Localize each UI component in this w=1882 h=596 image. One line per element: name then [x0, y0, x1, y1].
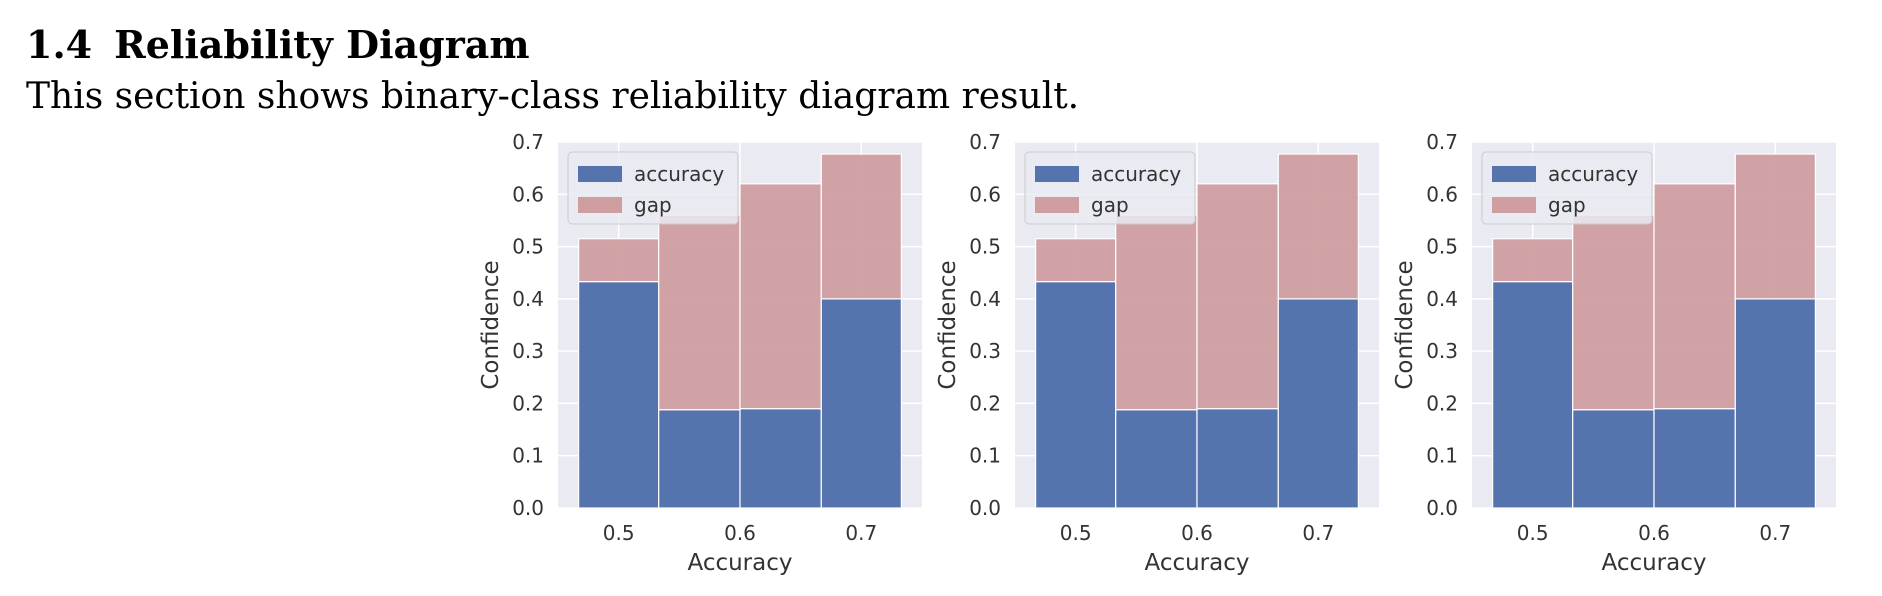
legend-swatch-gap — [578, 197, 622, 213]
y-tick-label: 0.5 — [1426, 235, 1458, 259]
gap-bar — [1734, 153, 1816, 300]
y-tick-label: 0.3 — [969, 339, 1001, 363]
y-axis-label: Confidence — [935, 260, 961, 389]
y-tick-label: 0.3 — [512, 339, 544, 363]
y-tick-label: 0.2 — [1426, 391, 1458, 415]
reliability-chart-row: 0.0 0.1 0.2 0.3 0.4 0.5 0.6 0.7 0.5 0.6 0.7 Accurac… — [0, 120, 1882, 596]
x-tick-label: 0.5 — [603, 521, 635, 545]
x-tick-label: 0.6 — [1638, 521, 1670, 545]
y-tick-label: 0.4 — [1426, 287, 1458, 311]
accuracy-bar — [1115, 409, 1198, 509]
y-axis-label: Confidence — [478, 260, 504, 389]
section-heading: 1.4 Reliability Diagram — [26, 22, 530, 67]
legend-label-accuracy: accuracy — [1548, 162, 1638, 186]
y-tick-label: 0.6 — [969, 182, 1001, 206]
x-tick-label: 0.5 — [1060, 521, 1092, 545]
accuracy-bar — [1653, 408, 1736, 509]
y-tick-label: 0.0 — [1426, 496, 1458, 520]
y-tick-label: 0.1 — [512, 444, 544, 468]
y-tick-label: 0.1 — [1426, 444, 1458, 468]
legend-swatch-gap — [1492, 197, 1536, 213]
y-tick-label: 0.2 — [512, 391, 544, 415]
y-axis-label: Confidence — [1392, 260, 1418, 389]
x-tick-label: 0.6 — [724, 521, 756, 545]
accuracy-bar — [739, 408, 822, 509]
legend-label-gap: gap — [1548, 193, 1586, 217]
x-tick-label: 0.7 — [845, 521, 877, 545]
x-tick-label: 0.5 — [1517, 521, 1549, 545]
gap-bar — [1196, 183, 1279, 410]
y-tick-label: 0.5 — [969, 235, 1001, 259]
bars — [1492, 153, 1816, 509]
y-tick-label: 0.3 — [1426, 339, 1458, 363]
gap-bar — [820, 153, 902, 300]
x-axis-label: Accuracy — [687, 550, 792, 576]
legend-label-accuracy: accuracy — [634, 162, 724, 186]
section-text: This section shows binary-class reliabil… — [26, 76, 1080, 117]
gap-bar — [658, 214, 741, 411]
legend-swatch-gap — [1035, 197, 1079, 213]
accuracy-bar — [1734, 298, 1816, 509]
y-tick-label: 0.1 — [969, 444, 1001, 468]
accuracy-bar — [658, 409, 741, 509]
x-axis-label: Accuracy — [1144, 550, 1249, 576]
legend-swatch-accuracy — [1492, 166, 1536, 182]
y-tick-label: 0.7 — [512, 130, 544, 154]
legend-label-gap: gap — [1091, 193, 1129, 217]
gap-bar — [578, 238, 660, 283]
y-tick-label: 0.0 — [969, 496, 1001, 520]
gap-bar — [1115, 214, 1198, 411]
accuracy-bar — [578, 281, 660, 509]
accuracy-bar — [1277, 298, 1359, 509]
y-tick-label: 0.7 — [1426, 130, 1458, 154]
y-tick-label: 0.6 — [512, 182, 544, 206]
legend-swatch-accuracy — [1035, 166, 1079, 182]
y-tick-label: 0.4 — [969, 287, 1001, 311]
bars — [578, 153, 902, 509]
x-tick-label: 0.7 — [1302, 521, 1334, 545]
legend: accuracy gap — [1024, 151, 1196, 225]
legend-label-gap: gap — [634, 193, 672, 217]
gap-bar — [1492, 238, 1574, 283]
legend: accuracy gap — [567, 151, 739, 225]
y-tick-label: 0.5 — [512, 235, 544, 259]
accuracy-bar — [1572, 409, 1655, 509]
x-tick-label: 0.6 — [1181, 521, 1213, 545]
x-axis-label: Accuracy — [1601, 550, 1706, 576]
bars — [1035, 153, 1359, 509]
gap-bar — [1035, 238, 1117, 283]
reliability-chart-1: 0.0 0.1 0.2 0.3 0.4 0.5 0.6 0.7 0.5 0.6 0.7 Accurac… — [478, 130, 922, 576]
accuracy-bar — [1492, 281, 1574, 509]
y-tick-label: 0.4 — [512, 287, 544, 311]
section-number: 1.4 — [26, 22, 93, 67]
section-title: Reliability Diagram — [114, 22, 530, 67]
gap-bar — [1277, 153, 1359, 300]
x-tick-label: 0.7 — [1759, 521, 1791, 545]
y-tick-label: 0.2 — [969, 391, 1001, 415]
gap-bar — [1653, 183, 1736, 410]
legend-swatch-accuracy — [578, 166, 622, 182]
y-tick-label: 0.6 — [1426, 182, 1458, 206]
legend: accuracy gap — [1481, 151, 1653, 225]
gap-bar — [1572, 214, 1655, 411]
accuracy-bar — [1035, 281, 1117, 509]
accuracy-bar — [1196, 408, 1279, 509]
reliability-chart-3: 0.0 0.1 0.2 0.3 0.4 0.5 0.6 0.7 0.5 0.6 0.7 Accurac… — [1392, 130, 1836, 576]
y-tick-label: 0.0 — [512, 496, 544, 520]
legend-label-accuracy: accuracy — [1091, 162, 1181, 186]
reliability-chart-2: 0.0 0.1 0.2 0.3 0.4 0.5 0.6 0.7 0.5 0.6 0.7 Accurac… — [935, 130, 1379, 576]
accuracy-bar — [820, 298, 902, 509]
gap-bar — [739, 183, 822, 410]
y-tick-label: 0.7 — [969, 130, 1001, 154]
